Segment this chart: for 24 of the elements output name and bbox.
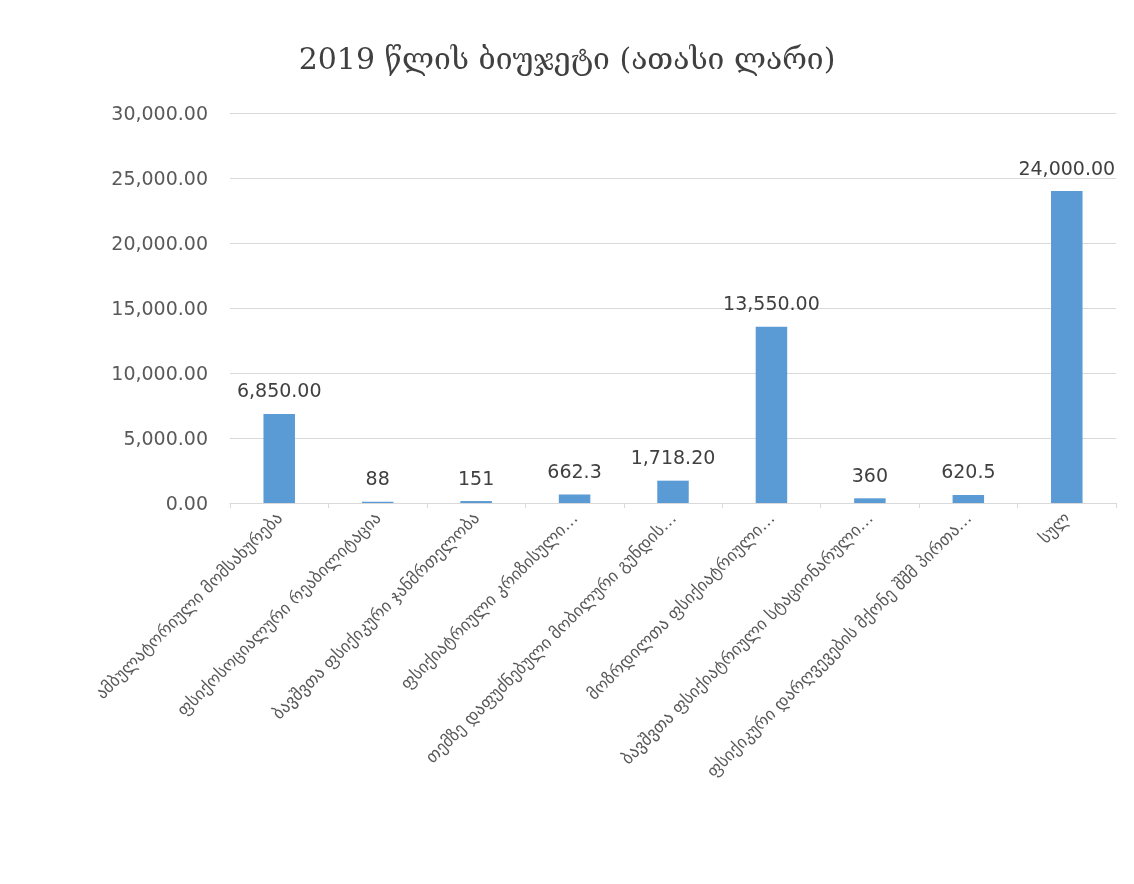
y-tick-label: 5,000.00 [123,427,208,449]
data-label: 88 [365,467,390,490]
data-label: 662.3 [547,459,602,482]
data-label: 151 [457,466,495,489]
data-label: 24,000.00 [1018,156,1116,179]
data-label: 1,718.20 [630,446,716,469]
y-tick-label: 10,000.00 [111,362,208,384]
data-label: 6,850.00 [236,379,322,402]
bar [657,480,689,503]
y-tick-label: 20,000.00 [111,232,208,254]
bar [263,413,295,503]
chart-title: 2019 წლის ბიუჯეტი (ათასი ლარი) [298,40,836,76]
data-label: 620.5 [941,460,996,483]
bar [1051,191,1083,503]
bar [558,494,591,503]
data-label: 360 [851,463,889,486]
y-tick-label: 0.00 [165,492,208,514]
bar [755,326,788,503]
y-tick-label: 25,000.00 [111,167,208,189]
bar [854,498,886,503]
y-tick-label: 30,000.00 [111,102,208,124]
data-label: 13,550.00 [723,292,820,315]
bar [952,494,985,503]
y-tick-label: 15,000.00 [111,297,208,319]
